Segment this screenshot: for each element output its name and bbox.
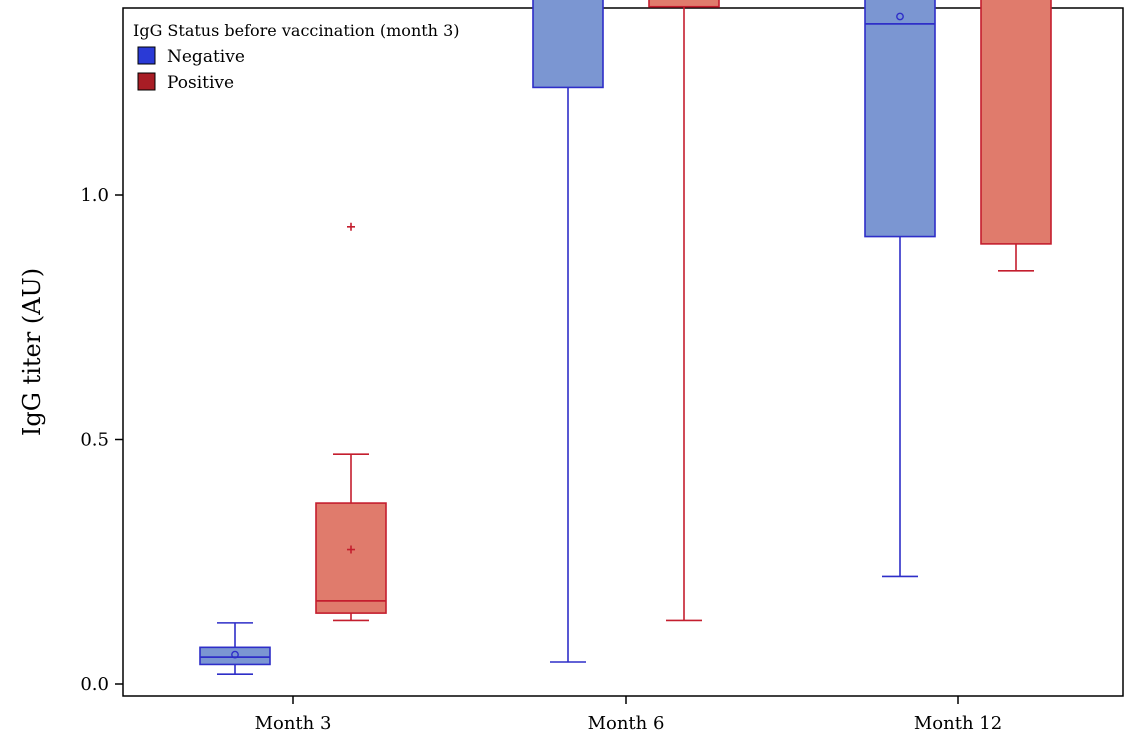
y-tick-label: 0.0 (80, 674, 109, 695)
outlier-marker (347, 222, 355, 231)
box-iqr (864, 0, 936, 238)
legend-swatch-positive (137, 72, 156, 91)
box-iqr (315, 502, 387, 614)
x-tick-label: Month 6 (588, 713, 665, 734)
legend-swatch-negative (137, 46, 156, 65)
box-positive-0 (315, 222, 387, 622)
box-negative-2 (864, 0, 936, 578)
box-iqr (199, 646, 271, 666)
boxes-layer (199, 0, 1052, 676)
box-negative-0 (199, 622, 271, 676)
y-tick-label: 1.0 (80, 185, 109, 206)
x-tick-label: Month 12 (914, 713, 1002, 734)
plot-area-frame (122, 7, 1124, 697)
mean-marker (231, 650, 239, 659)
y-axis: 0.00.51.01.52.02.5 (80, 185, 123, 695)
legend-label-positive: Positive (167, 73, 234, 93)
box-negative-1 (532, 0, 604, 663)
box-positive-1 (648, 0, 720, 622)
mean-marker (347, 545, 355, 554)
legend-label-negative: Negative (167, 47, 245, 67)
legend-title: IgG Status before vaccination (month 3) (133, 21, 459, 40)
box-iqr (532, 0, 604, 89)
box-iqr (648, 0, 720, 8)
box-iqr (980, 0, 1052, 245)
legend: IgG Status before vaccination (month 3) … (133, 21, 459, 93)
y-axis-title: IgG titer (AU) (18, 268, 46, 436)
x-tick-label: Month 3 (255, 713, 332, 734)
mean-marker (896, 12, 904, 21)
x-axis: Month 3 Month 6 Month 12 (255, 696, 1002, 734)
y-tick-label: 0.5 (80, 430, 109, 451)
box-positive-2 (980, 0, 1052, 272)
